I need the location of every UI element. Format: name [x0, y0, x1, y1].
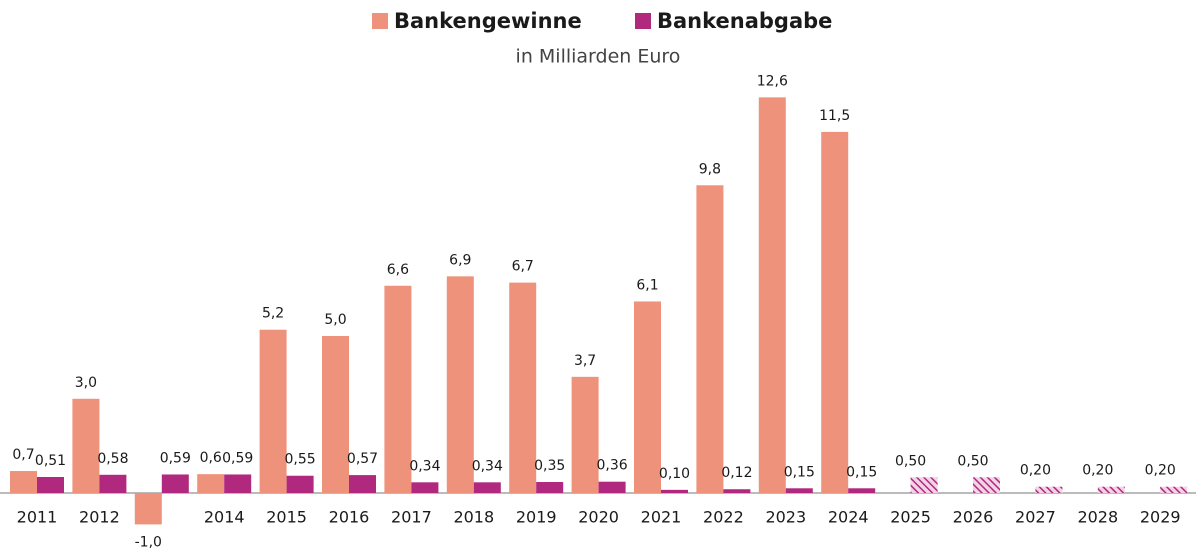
data-label: 0,58: [97, 451, 128, 467]
bar: [509, 282, 537, 493]
bar: [973, 477, 1000, 493]
data-label: 0,20: [1020, 463, 1051, 479]
data-label: 6,7: [512, 259, 534, 275]
bar: [349, 475, 376, 493]
data-label: 3,7: [574, 353, 596, 369]
data-label: 5,0: [324, 312, 346, 328]
bar: [446, 276, 474, 493]
bar: [696, 185, 724, 493]
x-tick-label: 2022: [703, 508, 744, 527]
bar: [224, 474, 252, 493]
bar: [536, 482, 564, 493]
data-label: 0,36: [597, 458, 628, 474]
bar: [661, 489, 688, 493]
data-label: 0,50: [957, 453, 988, 469]
data-label: 6,9: [449, 252, 471, 268]
data-label: 11,5: [819, 108, 850, 124]
data-label: 0,59: [160, 450, 191, 466]
bar: [322, 336, 349, 493]
bar: [259, 329, 287, 493]
bar: [37, 476, 64, 493]
x-tick-label: 2029: [1140, 508, 1181, 527]
bar: [99, 474, 127, 493]
bar: [134, 493, 162, 525]
data-label: 0,57: [347, 451, 378, 467]
data-label: 0,59: [222, 450, 253, 466]
data-label: 0,15: [784, 464, 815, 480]
data-label: 9,8: [699, 161, 721, 177]
data-label: 0,6: [200, 450, 222, 466]
bar: [10, 471, 37, 493]
x-tick-label: 2016: [329, 508, 370, 527]
data-label: 0,50: [895, 453, 926, 469]
data-label: -1,0: [135, 534, 162, 548]
data-label: 0,10: [659, 466, 690, 482]
data-label: 0,55: [285, 452, 316, 468]
data-label: 0,20: [1145, 463, 1176, 479]
bar: [72, 398, 100, 493]
legend-swatch: [372, 13, 388, 29]
x-tick-label: 2028: [1077, 508, 1118, 527]
data-label: 5,2: [262, 306, 284, 322]
data-label: 3,0: [75, 375, 97, 391]
bar: [848, 488, 876, 493]
bar: [571, 376, 599, 493]
x-tick-label: 2023: [765, 508, 806, 527]
bar: [161, 474, 189, 493]
x-tick-label: 2019: [516, 508, 557, 527]
data-label: 0,12: [721, 465, 752, 481]
bar: [411, 482, 439, 493]
x-tick-label: 2026: [953, 508, 994, 527]
x-tick-label: 2011: [17, 508, 58, 527]
data-label: 0,51: [35, 453, 66, 469]
x-tick-label: 2025: [890, 508, 931, 527]
data-label: 0,20: [1082, 463, 1113, 479]
bar: [634, 301, 661, 493]
bar: [785, 488, 813, 493]
bar: [197, 474, 225, 493]
x-tick-label: 2027: [1015, 508, 1056, 527]
data-label: 0,35: [534, 458, 565, 474]
legend-swatch: [635, 13, 651, 29]
x-tick-label: 2014: [204, 508, 245, 527]
bar: [1097, 486, 1125, 493]
bar: [1160, 486, 1188, 493]
chart-subtitle: in Milliarden Euro: [516, 46, 681, 68]
data-label: 0,7: [12, 447, 34, 463]
data-label: 6,1: [636, 277, 658, 293]
data-label: 12,6: [757, 73, 788, 89]
bar: [384, 285, 412, 493]
x-tick-label: 2018: [453, 508, 494, 527]
legend-label: Bankengewinne: [394, 9, 582, 33]
data-label: 6,6: [387, 262, 409, 278]
bar: [821, 131, 849, 493]
x-tick-label: 2012: [79, 508, 120, 527]
x-tick-label: 2021: [641, 508, 682, 527]
bar: [1035, 486, 1063, 493]
x-tick-label: 2017: [391, 508, 432, 527]
x-tick-label: 2015: [266, 508, 307, 527]
x-tick-label: 2024: [828, 508, 869, 527]
bar: [598, 481, 626, 493]
x-tick-label: 2020: [578, 508, 619, 527]
bar: [910, 477, 938, 493]
data-label: 0,34: [472, 458, 503, 474]
bar: [723, 489, 751, 493]
bar: [286, 475, 314, 493]
bar: [758, 97, 786, 494]
data-label: 0,15: [846, 464, 877, 480]
data-label: 0,34: [409, 458, 440, 474]
legend-label: Bankenabgabe: [657, 9, 832, 33]
bar: [473, 482, 501, 493]
